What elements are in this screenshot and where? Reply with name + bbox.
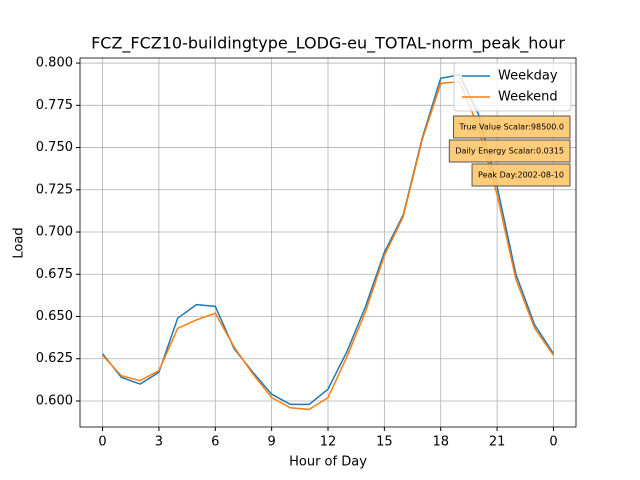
x-tick-label: 0	[98, 435, 106, 450]
y-tick-label: 0.600	[36, 393, 73, 408]
annotation: Peak Day:2002-08-10	[478, 171, 564, 180]
annotation-box	[471, 163, 571, 187]
x-tick-label: 9	[267, 435, 275, 450]
y-axis-label: Load	[12, 227, 27, 258]
legend-box	[453, 62, 572, 112]
line-series	[101, 74, 555, 406]
plot-frame	[79, 57, 577, 428]
y-tick-label: 0.650	[36, 309, 73, 324]
x-axis-label: Hour of Day	[289, 455, 367, 470]
annotation-box	[448, 139, 571, 163]
x-tick-label: 21	[489, 435, 506, 450]
x-tick-label: 6	[211, 435, 219, 450]
legend-label: Weekend	[498, 90, 558, 105]
x-tick-label: 0	[549, 435, 557, 450]
y-tick-label: 0.750	[36, 140, 73, 155]
y-tick-label: 0.775	[36, 98, 73, 113]
chart-title: FCZ_FCZ10-buildingtype_LODG-eu_TOTAL-nor…	[91, 34, 565, 54]
y-tick-label: 0.700	[36, 225, 73, 240]
x-tick-label: 15	[376, 435, 393, 450]
annotation-box	[453, 115, 571, 139]
y-tick-label: 0.725	[36, 182, 73, 197]
x-tick-label: 12	[320, 435, 337, 450]
x-tick-label: 18	[432, 435, 449, 450]
y-tick-label: 0.675	[36, 267, 73, 282]
y-tick-label: 0.800	[36, 56, 73, 71]
annotation: Daily Energy Scalar:0.0315	[455, 147, 564, 156]
y-tick-label: 0.625	[36, 351, 73, 366]
x-tick-label: 3	[155, 435, 163, 450]
legend-label: Weekday	[498, 69, 558, 84]
annotation: True Value Scalar:98500.0	[459, 123, 564, 132]
